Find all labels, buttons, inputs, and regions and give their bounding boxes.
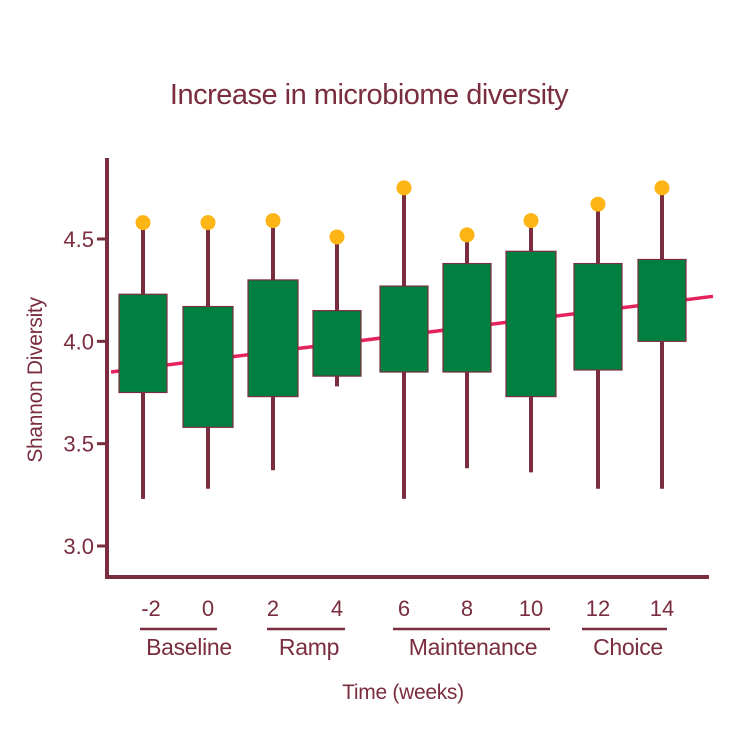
box-iqr xyxy=(118,293,168,394)
box-week-4 xyxy=(312,229,362,387)
outlier-point xyxy=(590,196,606,212)
box-week-6 xyxy=(379,180,429,499)
x-tick-label: 14 xyxy=(650,596,674,621)
outlier-point xyxy=(523,213,539,229)
outlier-point xyxy=(135,215,151,231)
box-iqr xyxy=(505,250,557,398)
box-iqr xyxy=(637,258,687,342)
x-axis-label: Time (weeks) xyxy=(342,681,464,704)
group-label: Choice xyxy=(593,634,663,660)
outlier-point xyxy=(459,227,475,243)
axis-layer xyxy=(105,158,709,579)
x-tick-label: 8 xyxy=(461,596,473,621)
group-label: Baseline xyxy=(146,634,232,660)
group-label: Ramp xyxy=(279,634,339,660)
y-tick-label: 3.0 xyxy=(63,534,94,559)
box-week--2 xyxy=(118,215,168,499)
box-week-12 xyxy=(573,196,623,489)
x-tick-label: 6 xyxy=(398,596,410,621)
y-tick-layer: 3.0 3.5 4.0 4.5 xyxy=(63,227,107,559)
x-tick-layer: -2 0 2 4 6 8 10 12 14 xyxy=(141,596,674,621)
box-iqr xyxy=(182,305,234,428)
box-iqr xyxy=(312,310,362,377)
group-layer: Baseline Ramp Maintenance Choice xyxy=(140,627,667,660)
box-week-2 xyxy=(247,213,299,471)
box-iqr xyxy=(247,279,299,398)
outlier-point xyxy=(396,180,412,196)
box-iqr xyxy=(379,285,429,373)
box-iqr xyxy=(442,262,492,373)
x-tick-label: 0 xyxy=(202,596,214,621)
x-tick-label: 4 xyxy=(331,596,343,621)
outlier-point xyxy=(654,180,670,196)
box-week-8 xyxy=(442,227,492,469)
outlier-point xyxy=(329,229,345,245)
group-label: Maintenance xyxy=(409,634,537,660)
x-tick-label: 10 xyxy=(519,596,543,621)
y-tick-label: 4.5 xyxy=(63,227,94,252)
box-layer xyxy=(118,180,687,499)
x-tick-label: 2 xyxy=(267,596,279,621)
y-tick-label: 4.0 xyxy=(63,329,94,354)
group-maintenance: Maintenance xyxy=(393,627,550,660)
outlier-point xyxy=(265,213,281,229)
group-choice: Choice xyxy=(582,627,667,660)
chart-title: Increase in microbiome diversity xyxy=(170,79,569,111)
group-baseline: Baseline xyxy=(140,627,232,660)
y-tick-label: 3.5 xyxy=(63,432,94,457)
group-ramp: Ramp xyxy=(267,627,345,660)
y-axis-label: Shannon Diversity xyxy=(24,297,47,463)
box-week-10 xyxy=(505,213,557,473)
x-tick-label: 12 xyxy=(586,596,610,621)
outlier-point xyxy=(200,215,216,231)
box-week-0 xyxy=(182,215,234,489)
box-week-14 xyxy=(637,180,687,489)
box-iqr xyxy=(573,262,623,371)
x-tick-label: -2 xyxy=(141,596,161,621)
